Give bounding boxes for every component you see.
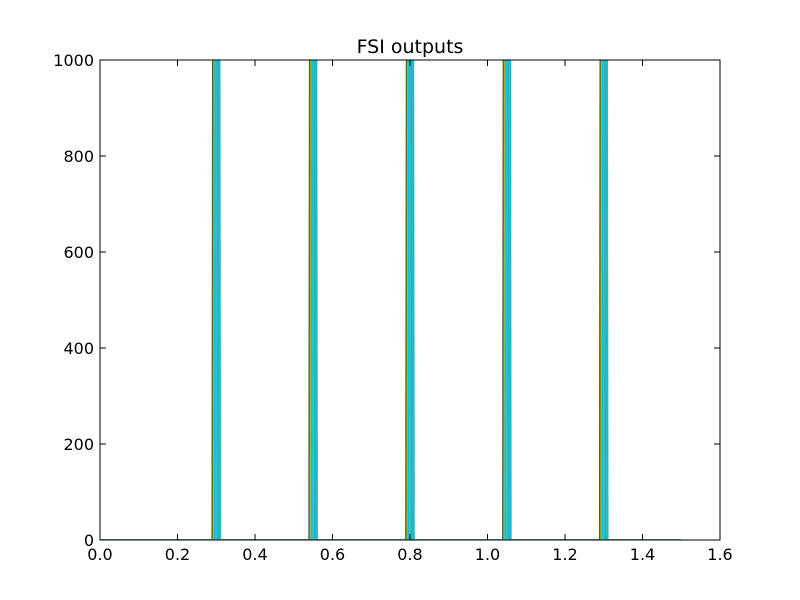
y-tick-label: 1000 xyxy=(53,51,94,70)
y-tick-label: 600 xyxy=(63,243,94,262)
x-tick-label: 1.6 xyxy=(707,545,732,564)
x-axis: 0.0 0.2 0.4 0.6 0.8 1.0 1.2 1.4 1.6 xyxy=(87,60,733,564)
x-tick-label: 1.2 xyxy=(552,545,577,564)
y-tick-label: 800 xyxy=(63,147,94,166)
series-layer xyxy=(100,60,682,540)
x-tick-label: 0.0 xyxy=(87,545,112,564)
series-line-2 xyxy=(100,60,682,540)
series-line-4 xyxy=(100,60,682,540)
y-tick-label: 400 xyxy=(63,339,94,358)
y-tick-label: 200 xyxy=(63,435,94,454)
series-line-1 xyxy=(100,60,682,540)
x-tick-label: 1.4 xyxy=(630,545,655,564)
x-tick-label: 0.4 xyxy=(242,545,267,564)
chart-title: FSI outputs xyxy=(357,36,464,58)
series-line-3 xyxy=(100,60,682,540)
x-tick-label: 0.8 xyxy=(397,545,422,564)
x-tick-label: 1.0 xyxy=(475,545,500,564)
y-tick-label: 0 xyxy=(84,531,94,550)
x-tick-label: 0.2 xyxy=(165,545,190,564)
y-axis: 0 200 400 600 800 1000 xyxy=(53,51,720,550)
x-tick-label: 0.6 xyxy=(320,545,345,564)
